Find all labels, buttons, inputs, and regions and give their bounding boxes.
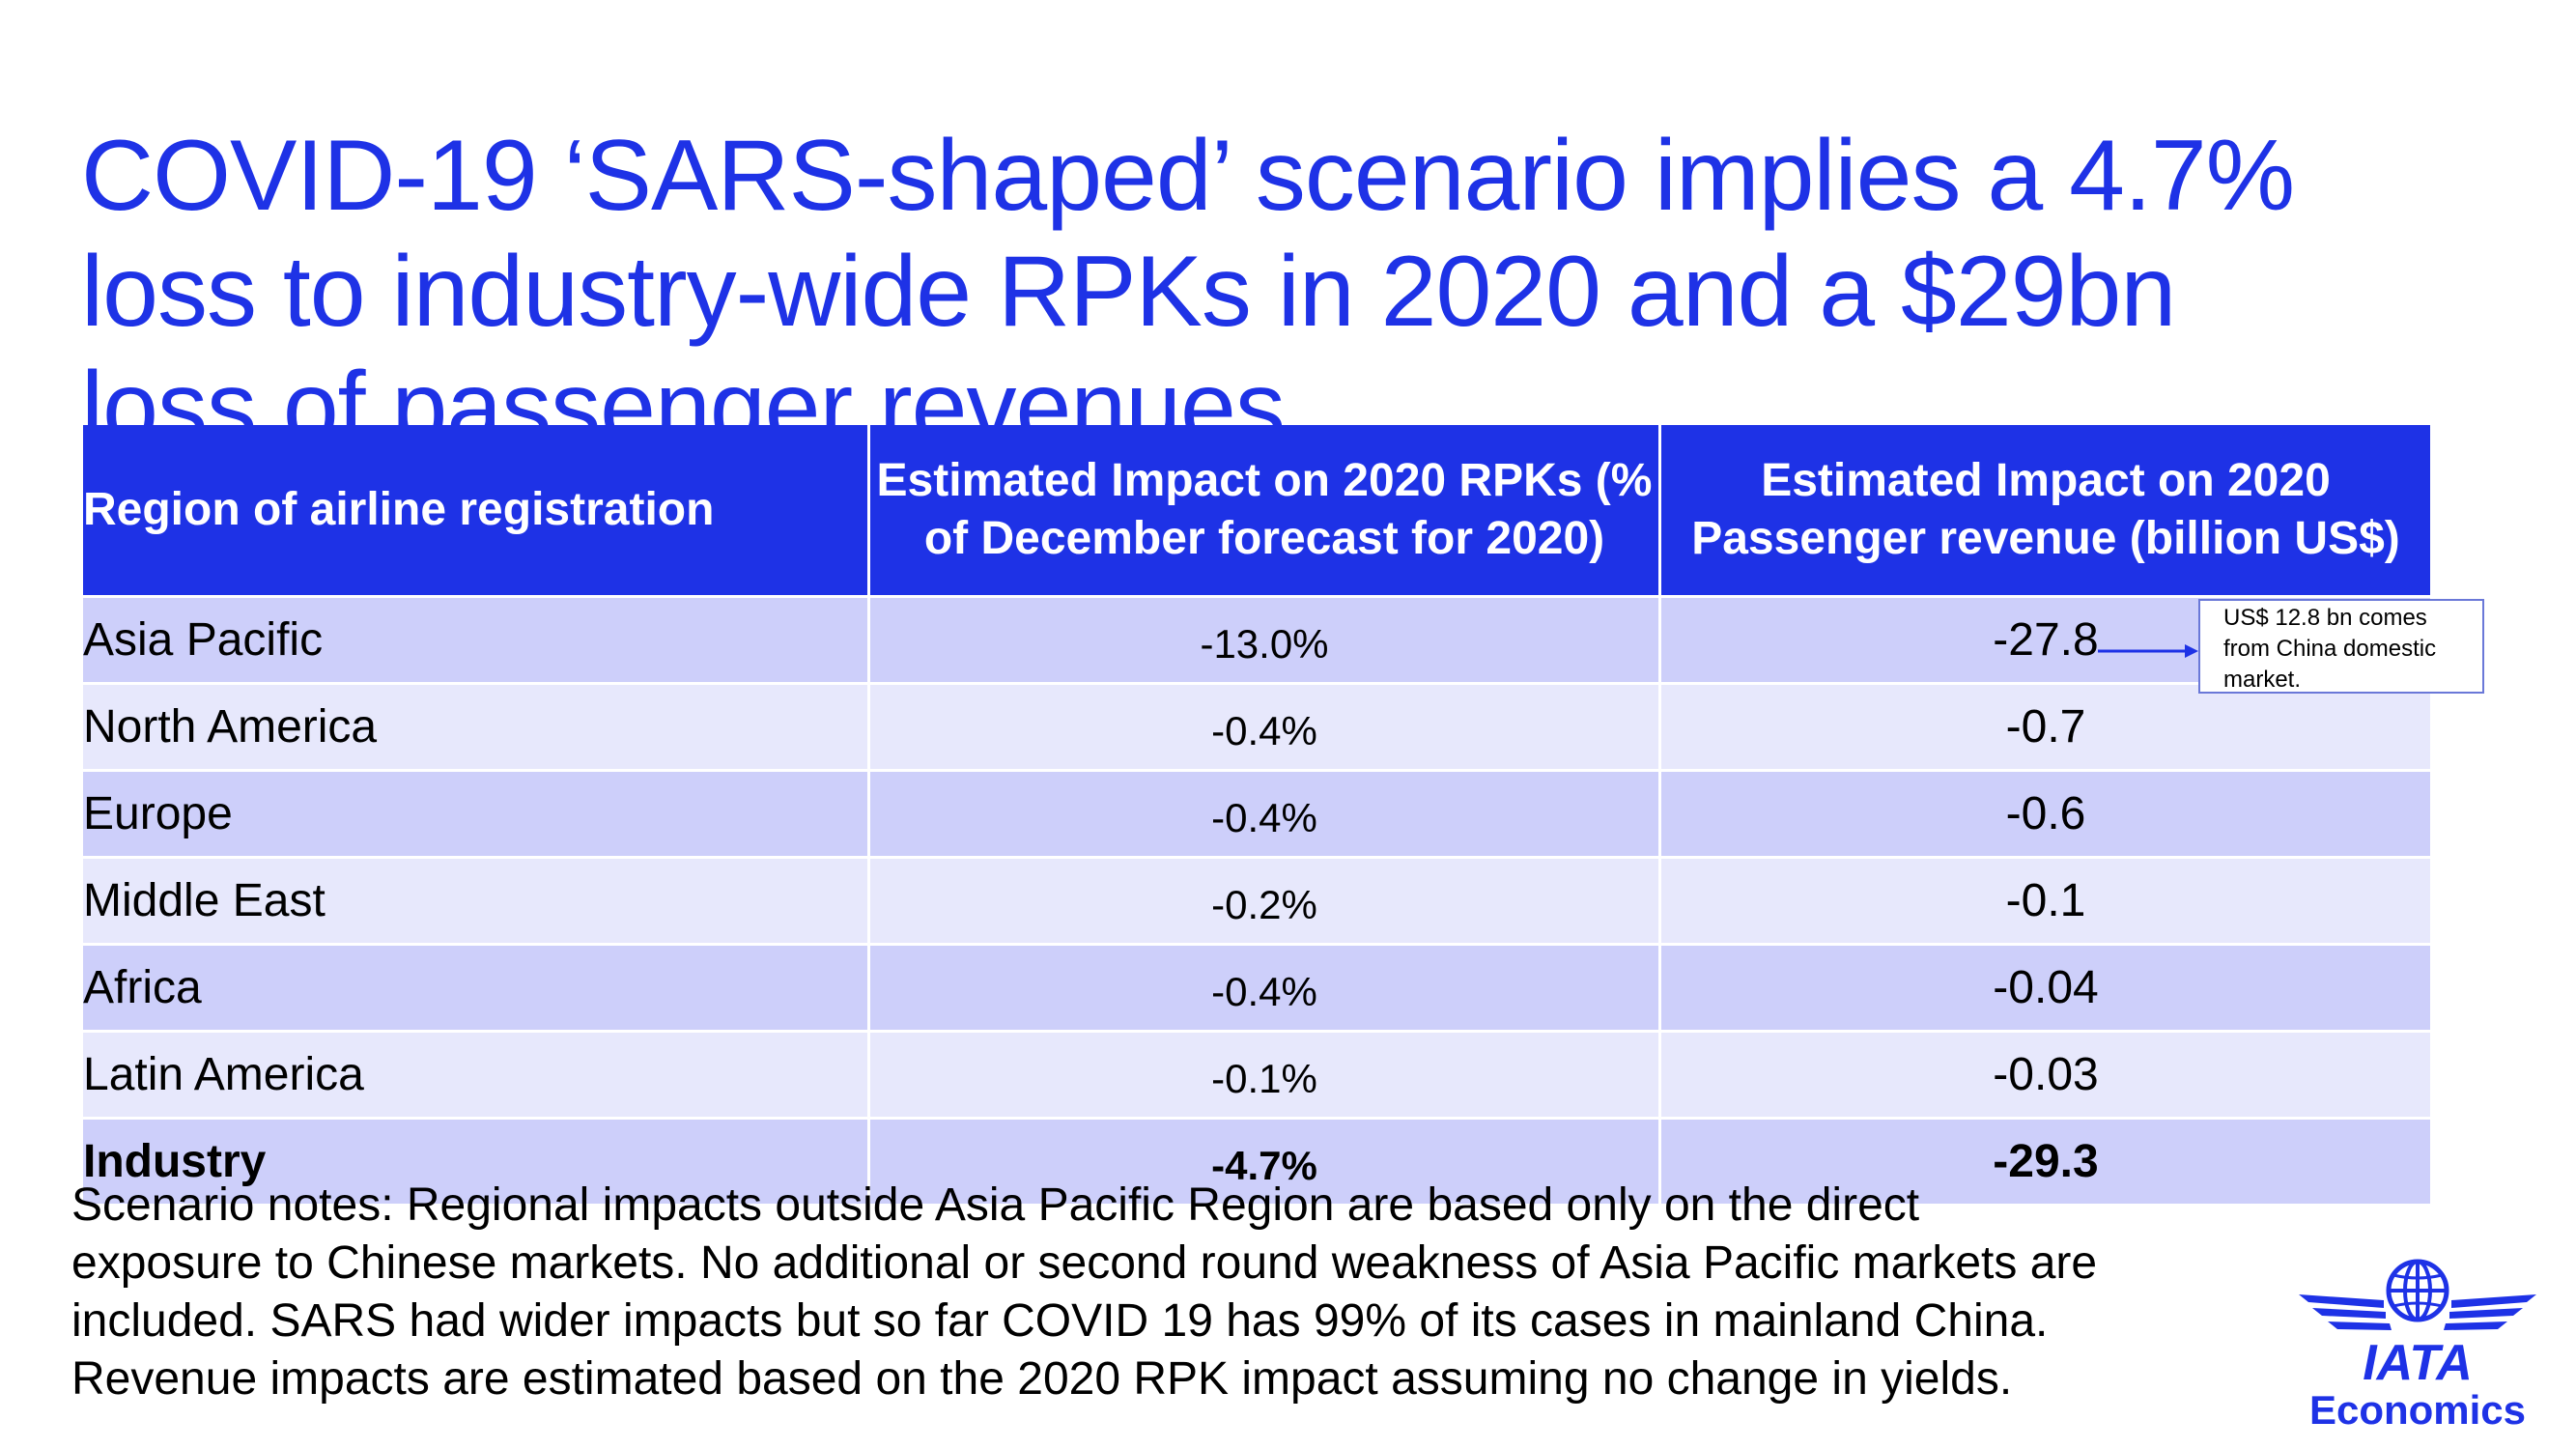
iata-economics-logo: IATA Economics: [2287, 1252, 2548, 1435]
table-row: Asia Pacific -13.0% -27.8: [83, 595, 2430, 684]
table-row: Africa -0.4% -0.04: [83, 943, 2430, 1032]
column-header-rpk-impact: Estimated Impact on 2020 RPKs (% of Dece…: [868, 425, 1661, 597]
rpk-impact-cell: -0.4%: [868, 682, 1661, 771]
globe-wings-icon: IATA: [2299, 1259, 2536, 1391]
logo-subtitle: Economics: [2308, 1387, 2527, 1433]
revenue-impact-cell: -0.03: [1659, 1030, 2430, 1119]
table-row-total: Industry -4.7% -29.3: [83, 1117, 2430, 1204]
revenue-impact-cell: -29.3: [1659, 1117, 2430, 1204]
china-domestic-callout: US$ 12.8 bn comes from China domestic ma…: [2198, 599, 2484, 694]
region-cell: Middle East: [83, 856, 870, 945]
notes-line-4: Revenue impacts are estimated based on t…: [71, 1353, 2013, 1405]
notes-line-1: Scenario notes: Regional impacts outside…: [71, 1179, 1920, 1231]
callout-arrow: [2098, 644, 2198, 658]
callout-line-2: from China domestic: [2223, 636, 2437, 662]
table-header-row: Region of airline registration Estimated…: [83, 425, 2430, 597]
rpk-impact-cell: -13.0%: [868, 595, 1661, 684]
notes-line-3: included. SARS had wider impacts but so …: [71, 1295, 2049, 1347]
callout-line-3: market.: [2223, 667, 2302, 693]
notes-line-2: exposure to Chinese markets. No addition…: [71, 1237, 2098, 1289]
impact-table: Region of airline registration Estimated…: [83, 425, 2430, 1204]
table-row: North America -0.4% -0.7: [83, 682, 2430, 771]
revenue-impact-cell: -0.6: [1659, 769, 2430, 858]
revenue-impact-cell: -0.7: [1659, 682, 2430, 771]
table-row: Latin America -0.1% -0.03: [83, 1030, 2430, 1119]
iata-wordmark: IATA: [2363, 1335, 2473, 1387]
title-line-2: loss to industry-wide RPKs in 2020 and a…: [81, 235, 2176, 348]
page-title: COVID-19 ‘SARS-shaped’ scenario implies …: [81, 118, 2515, 466]
region-cell: Europe: [83, 769, 870, 858]
table-row: Europe -0.4% -0.6: [83, 769, 2430, 858]
rpk-impact-cell: -0.1%: [868, 1030, 1661, 1119]
revenue-impact-cell: -0.04: [1659, 943, 2430, 1032]
rpk-impact-cell: -4.7%: [868, 1117, 1661, 1204]
region-cell: Asia Pacific: [83, 595, 870, 684]
region-cell: Industry: [83, 1117, 870, 1204]
rpk-impact-cell: -0.2%: [868, 856, 1661, 945]
column-header-region: Region of airline registration: [83, 425, 870, 597]
column-header-revenue-impact: Estimated Impact on 2020 Passenger reven…: [1659, 425, 2430, 597]
title-line-1: COVID-19 ‘SARS-shaped’ scenario implies …: [81, 119, 2295, 232]
region-cell: Africa: [83, 943, 870, 1032]
region-cell: Latin America: [83, 1030, 870, 1119]
rpk-impact-cell: -0.4%: [868, 769, 1661, 858]
region-cell: North America: [83, 682, 870, 771]
rpk-impact-cell: -0.4%: [868, 943, 1661, 1032]
callout-line-1: US$ 12.8 bn comes: [2223, 605, 2427, 631]
revenue-impact-cell: -0.1: [1659, 856, 2430, 945]
table-row: Middle East -0.2% -0.1: [83, 856, 2430, 945]
scenario-notes: Scenario notes: Regional impacts outside…: [71, 1177, 2322, 1408]
